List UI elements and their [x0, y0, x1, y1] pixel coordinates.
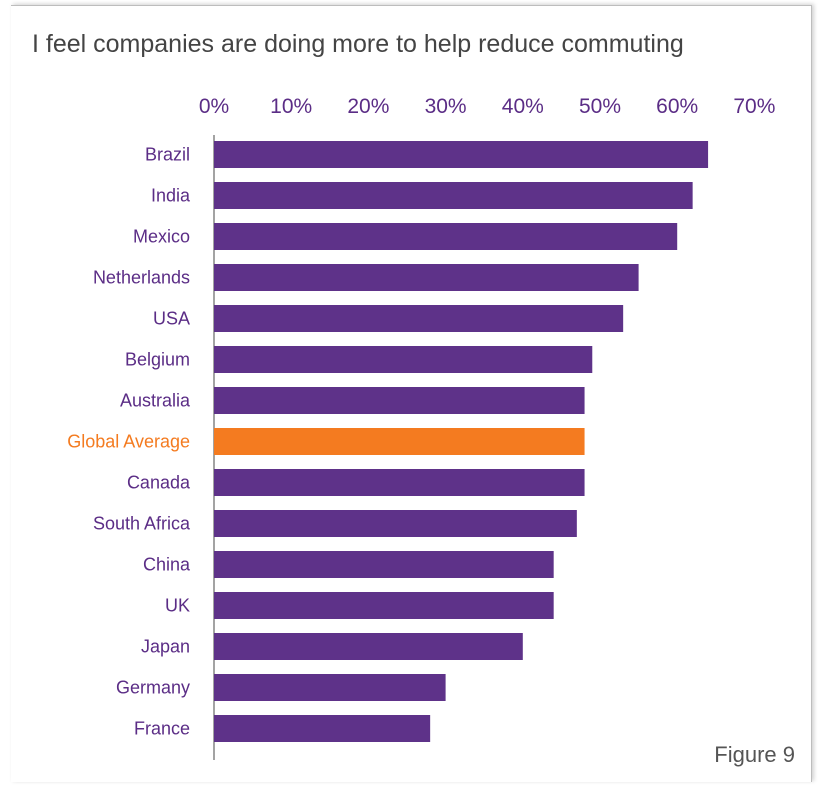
category-label-india: India — [151, 186, 191, 206]
category-label-mexico: Mexico — [133, 227, 190, 247]
bar-india — [214, 182, 693, 209]
category-label-france: France — [134, 719, 190, 739]
category-label-germany: Germany — [116, 678, 190, 698]
chart-title: I feel companies are doing more to help … — [32, 30, 684, 58]
x-tick-label: 50% — [579, 95, 621, 118]
x-tick-label: 10% — [270, 95, 312, 118]
category-label-uk: UK — [165, 596, 190, 616]
category-label-china: China — [143, 555, 191, 575]
bar-mexico — [214, 223, 678, 250]
bar-belgium — [214, 346, 593, 373]
x-tick-label: 70% — [733, 95, 775, 118]
category-label-australia: Australia — [120, 391, 191, 411]
category-label-netherlands: Netherlands — [93, 268, 190, 288]
category-label-japan: Japan — [141, 637, 190, 657]
category-label-usa: USA — [153, 309, 190, 329]
bar-china — [214, 551, 554, 578]
bar-brazil — [214, 141, 709, 168]
bar-usa — [214, 305, 624, 332]
x-tick-label: 40% — [502, 95, 544, 118]
category-label-brazil: Brazil — [145, 145, 190, 165]
x-tick-label: 60% — [656, 95, 698, 118]
x-tick-label: 0% — [199, 95, 229, 118]
category-label-south-africa: South Africa — [93, 514, 191, 534]
bar-france — [214, 715, 431, 742]
bar-germany — [214, 674, 446, 701]
bar-australia — [214, 387, 585, 414]
bar-netherlands — [214, 264, 639, 291]
bar-uk — [214, 592, 554, 619]
bar-global-average — [214, 428, 585, 455]
x-tick-label: 20% — [347, 95, 389, 118]
category-label-belgium: Belgium — [125, 350, 190, 370]
x-tick-label: 30% — [425, 95, 467, 118]
figure-label: Figure 9 — [714, 742, 795, 767]
category-label-global-average: Global Average — [67, 432, 190, 452]
bar-japan — [214, 633, 523, 660]
bar-canada — [214, 469, 585, 496]
category-label-canada: Canada — [127, 473, 191, 493]
bar-south-africa — [214, 510, 577, 537]
